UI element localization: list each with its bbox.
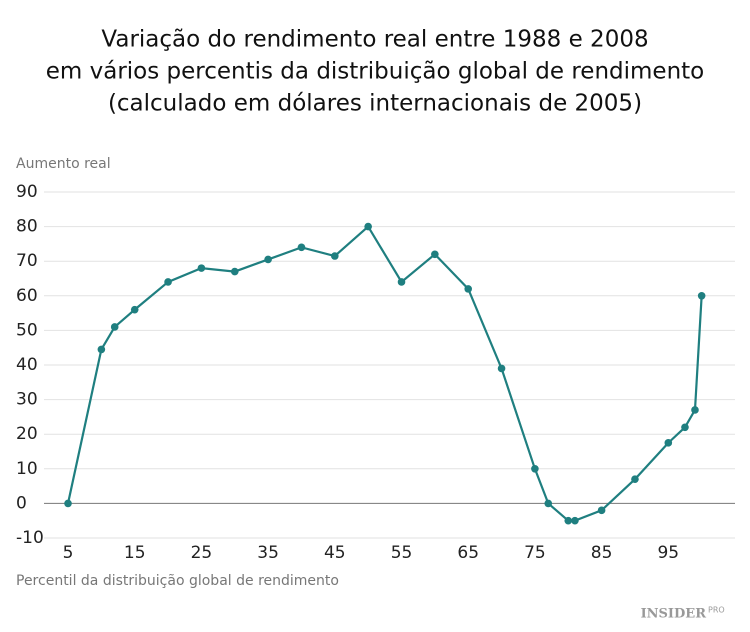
x-tick-label: 75: [524, 543, 546, 563]
y-tick-label: -10: [16, 528, 44, 548]
y-tick-label: 10: [16, 459, 38, 479]
chart-title: em vários percentis da distribuição glob…: [46, 59, 705, 85]
point: [564, 516, 573, 525]
point: [464, 285, 473, 293]
point: [681, 423, 689, 432]
point: [664, 439, 673, 447]
x-tick-label: 85: [591, 543, 613, 563]
x-tick-label: 15: [124, 543, 146, 563]
point: [397, 278, 406, 286]
x-tick-label: 35: [257, 543, 279, 563]
chart-title: Variação do rendimento real entre 1988 e…: [101, 27, 648, 53]
point: [497, 364, 506, 373]
y-tick-label: 20: [16, 424, 38, 444]
point: [110, 323, 119, 331]
point: [164, 278, 172, 286]
y-tick-label: 90: [16, 182, 38, 202]
x-tick-label: 5: [63, 543, 74, 563]
x-tick-label: 95: [657, 543, 679, 563]
x-axis-label: Percentil da distribuição global de rend…: [16, 573, 339, 589]
point: [364, 222, 372, 231]
y-tick-label: 30: [16, 390, 38, 410]
y-tick-label: 0: [16, 493, 27, 513]
brand-suffix: PRO: [708, 606, 725, 615]
point: [431, 250, 439, 259]
brand: INSIDER: [641, 607, 707, 622]
chart-title: (calculado em dólares internacionais de …: [108, 91, 642, 117]
point: [631, 475, 639, 483]
point: [597, 506, 606, 515]
point: [544, 499, 553, 508]
point: [691, 406, 699, 414]
y-tick-label: 60: [16, 286, 38, 306]
point: [230, 267, 239, 276]
point: [64, 499, 72, 508]
point: [264, 255, 272, 264]
point: [331, 252, 339, 260]
y-tick-label: 70: [16, 251, 38, 271]
line: [66, 224, 703, 522]
point: [697, 292, 706, 300]
y-tick-label: 80: [16, 217, 38, 237]
point: [97, 345, 106, 354]
x-tick-label: 65: [457, 543, 479, 563]
y-tick-label: 40: [16, 355, 38, 375]
point: [130, 305, 139, 314]
x-tick-label: 45: [324, 543, 346, 563]
point: [297, 243, 306, 252]
x-tick-label: 25: [191, 543, 213, 563]
y-axis-label: Aumento real: [16, 156, 111, 172]
point: [531, 465, 539, 473]
point: [197, 264, 206, 272]
point: [571, 516, 579, 525]
y-tick-label: 50: [16, 320, 38, 340]
x-tick-label: 55: [391, 543, 413, 563]
